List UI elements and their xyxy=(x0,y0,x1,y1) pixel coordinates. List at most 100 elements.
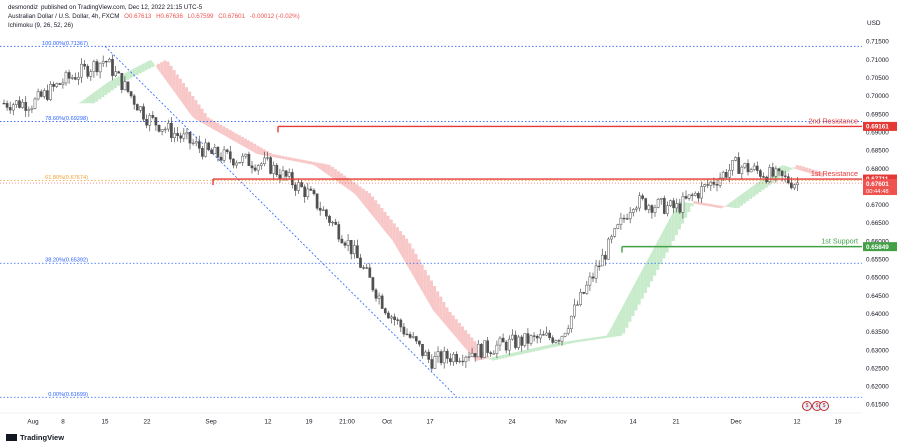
ichimoku-cloud-segment xyxy=(519,350,523,355)
ichimoku-cloud-segment xyxy=(191,95,195,119)
candle-body xyxy=(5,103,9,108)
candle-body xyxy=(321,209,325,211)
indicator-label[interactable]: Ichimoku (9, 26, 52, 26) xyxy=(8,22,74,29)
candle-body xyxy=(287,172,291,177)
candle-body xyxy=(697,193,700,199)
candle-body xyxy=(414,336,418,342)
candle-body xyxy=(359,257,362,268)
candle-body xyxy=(712,181,716,185)
candle-body xyxy=(80,63,83,78)
publisher-name[interactable]: desmondiz xyxy=(8,4,38,11)
ichimoku-cloud-segment xyxy=(315,162,319,168)
candle-body xyxy=(560,336,564,342)
candle-body xyxy=(46,90,49,100)
ichimoku-cloud-segment xyxy=(656,237,660,270)
ichimoku-cloud-segment xyxy=(309,161,313,165)
ichimoku-cloud-segment xyxy=(296,158,300,163)
resistance-price-tag xyxy=(863,121,897,131)
ohlc-low: L0.67599 xyxy=(187,13,214,20)
ichimoku-cloud-segment xyxy=(736,195,740,208)
ichimoku-cloud-segment xyxy=(367,193,371,214)
y-tick-label: 0.71000 xyxy=(866,57,889,64)
ichimoku-cloud-segment xyxy=(101,84,105,98)
ichimoku-cloud-segment xyxy=(79,100,83,104)
ichimoku-cloud-segment xyxy=(433,285,437,314)
candle-body xyxy=(383,308,387,314)
candle-body xyxy=(755,165,759,171)
ichimoku-cloud-segment xyxy=(383,211,387,234)
candle-body xyxy=(123,81,127,90)
ichimoku-cloud-segment xyxy=(305,160,309,164)
ichimoku-cloud-segment xyxy=(206,117,210,128)
ichimoku-cloud-segment xyxy=(157,63,161,73)
ichimoku-cloud-segment xyxy=(588,337,592,341)
candle-body xyxy=(191,142,195,145)
ichimoku-cloud-segment xyxy=(209,119,213,130)
tradingview-logo[interactable]: TradingView xyxy=(6,433,64,442)
x-tick-label: 12 xyxy=(793,419,801,426)
ichimoku-cloud-segment xyxy=(696,201,700,205)
candle-body xyxy=(669,200,672,206)
candle-body xyxy=(49,83,52,100)
ichimoku-cloud-segment xyxy=(330,166,334,179)
ichimoku-cloud-segment xyxy=(377,204,381,226)
candle-body xyxy=(492,353,496,355)
ichimoku-cloud-segment xyxy=(749,186,753,199)
candle-body xyxy=(687,194,691,199)
ichimoku-cloud-segment xyxy=(640,266,644,299)
ichimoku-cloud-segment xyxy=(402,234,406,263)
ichimoku-cloud-segment xyxy=(643,261,647,293)
candle-body xyxy=(256,165,260,171)
ichimoku-cloud-segment xyxy=(181,83,185,107)
candle-body xyxy=(337,224,341,240)
candle-body xyxy=(762,176,765,178)
ichimoku-cloud-segment xyxy=(212,121,216,131)
ichimoku-cloud-segment xyxy=(178,78,182,103)
candle-body xyxy=(650,205,654,213)
y-tick-label: 0.67000 xyxy=(866,202,889,209)
candle-body xyxy=(681,196,685,213)
us-flag-event-icon[interactable]: $ xyxy=(802,401,812,411)
ichimoku-cloud-segment xyxy=(814,170,818,176)
ichimoku-cloud-segment xyxy=(389,219,393,241)
ichimoku-cloud-segment xyxy=(222,126,226,137)
candle-body xyxy=(793,184,796,189)
ichimoku-cloud-segment xyxy=(665,220,669,253)
ichimoku-cloud-segment xyxy=(516,351,520,356)
x-tick-label: Nov xyxy=(555,419,567,426)
ichimoku-cloud-segment xyxy=(398,231,402,257)
y-tick-label: 0.62000 xyxy=(866,384,889,391)
candle-body xyxy=(185,132,189,135)
ichimoku-cloud-segment xyxy=(746,188,750,202)
candle-body xyxy=(507,338,511,351)
ichimoku-cloud-segment xyxy=(628,290,632,322)
ichimoku-cloud-segment xyxy=(473,341,477,361)
ichimoku-cloud-segment xyxy=(470,337,474,358)
ichimoku-cloud-segment xyxy=(541,345,545,350)
candle-body xyxy=(464,356,468,363)
candle-body xyxy=(473,353,477,358)
ichimoku-cloud-segment xyxy=(786,166,790,172)
ichimoku-cloud-segment xyxy=(597,336,601,340)
candle-body xyxy=(538,334,542,339)
candle-body xyxy=(405,333,409,336)
us-flag-event-icon[interactable]: $ xyxy=(819,401,829,411)
ichimoku-cloud-segment xyxy=(578,339,582,342)
candle-body xyxy=(232,158,235,166)
ichimoku-cloud-segment xyxy=(584,338,588,341)
candle-body xyxy=(8,107,12,111)
candle-body xyxy=(315,193,319,209)
candle-body xyxy=(566,328,570,334)
candle-body xyxy=(111,59,114,76)
ichimoku-cloud-segment xyxy=(82,98,86,104)
ichimoku-cloud-segment xyxy=(712,204,716,208)
ichimoku-cloud-segment xyxy=(730,199,734,208)
candle-body xyxy=(89,71,93,77)
candle-body xyxy=(61,82,65,85)
resistance-label: 1st Resistance xyxy=(811,169,858,178)
candle-body xyxy=(328,215,331,223)
candle-body xyxy=(529,335,533,344)
ichimoku-cloud-segment xyxy=(420,264,424,295)
ichimoku-cloud-segment xyxy=(154,63,158,69)
